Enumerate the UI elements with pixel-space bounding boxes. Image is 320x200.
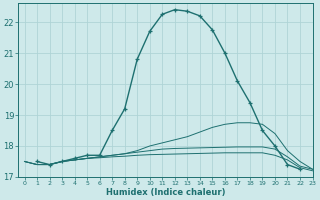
X-axis label: Humidex (Indice chaleur): Humidex (Indice chaleur)	[106, 188, 225, 197]
